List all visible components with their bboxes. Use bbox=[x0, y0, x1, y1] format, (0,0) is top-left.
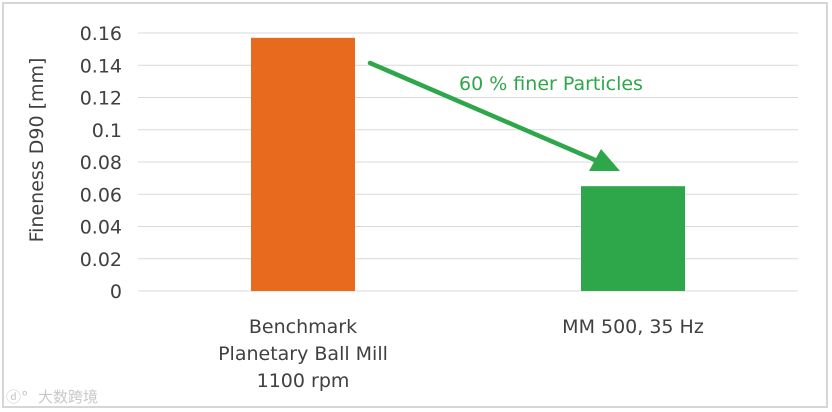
gridlines bbox=[138, 32, 798, 292]
y-tick-label: 0.04 bbox=[80, 217, 122, 239]
y-tick-label: 0.08 bbox=[80, 152, 122, 174]
category-label: 1100 rpm bbox=[257, 370, 350, 392]
chart-frame bbox=[2, 2, 828, 408]
bar bbox=[251, 37, 355, 292]
category-label: Planetary Ball Mill bbox=[218, 343, 388, 365]
watermark-text: 大数跨境 bbox=[38, 388, 98, 406]
y-tick-label: 0.06 bbox=[80, 184, 122, 206]
y-tick-label: 0.12 bbox=[80, 88, 122, 110]
category-label: MM 500, 35 Hz bbox=[562, 316, 704, 338]
bar bbox=[581, 186, 685, 291]
watermark-logo-icon: ⓓ° bbox=[6, 388, 29, 406]
y-tick-label: 0.02 bbox=[80, 249, 122, 271]
y-tick-labels: 0 0.02 0.04 0.06 0.08 0.1 0.12 0.14 0.16 bbox=[80, 23, 122, 303]
bars bbox=[251, 37, 685, 292]
y-tick-label: 0 bbox=[110, 281, 122, 303]
y-tick-label: 0.16 bbox=[80, 23, 122, 45]
y-axis-label: Fineness D90 [mm] bbox=[26, 58, 48, 243]
category-labels: Benchmark Planetary Ball Mill 1100 rpm MM 5… bbox=[218, 316, 704, 392]
annotation-text: 60 % finer Particles bbox=[459, 73, 643, 95]
y-tick-label: 0.14 bbox=[80, 55, 122, 77]
annotation-arrow bbox=[367, 60, 620, 171]
watermark: ⓓ° 大数跨境 bbox=[6, 388, 98, 406]
category-label: Benchmark bbox=[249, 316, 357, 338]
y-tick-label: 0.1 bbox=[92, 120, 122, 142]
